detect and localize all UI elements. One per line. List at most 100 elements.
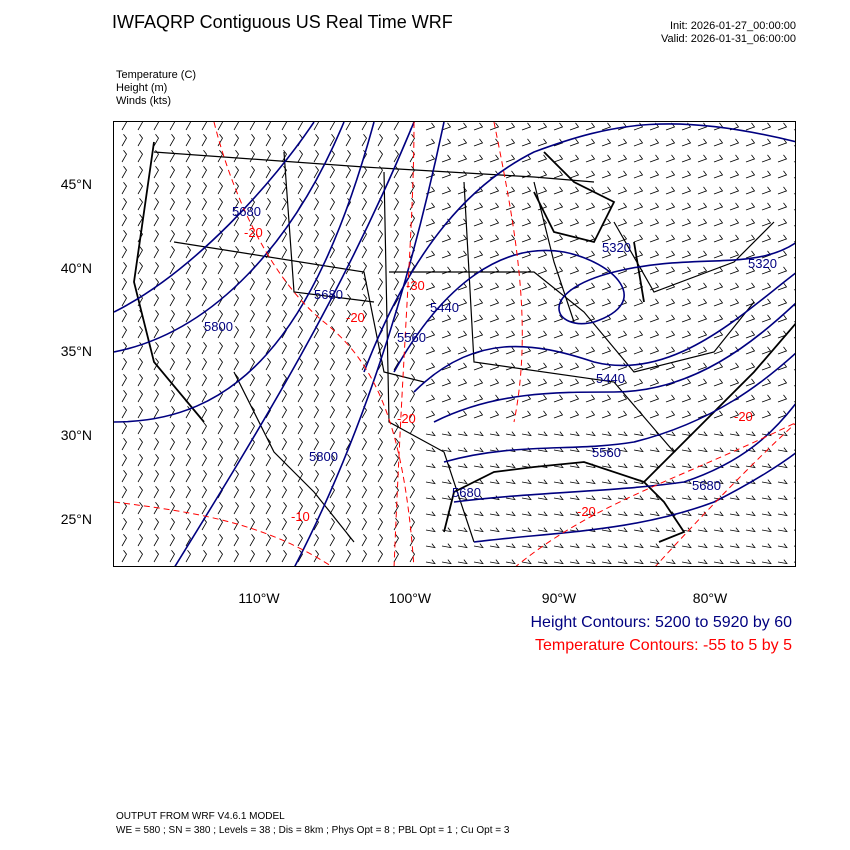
temperature-label: -20 (577, 504, 596, 519)
wind-barb (201, 122, 207, 131)
wind-barb (409, 229, 415, 243)
wind-barb (505, 330, 516, 339)
wind-barb (217, 261, 223, 275)
wind-barb (793, 145, 795, 147)
wind-barb (345, 357, 351, 371)
wind-barb (265, 293, 271, 307)
wind-barb (121, 405, 127, 419)
wind-barb (121, 309, 127, 323)
wind-barb (681, 250, 692, 259)
wind-barb (681, 378, 692, 387)
wind-barb (313, 165, 319, 179)
wind-barb (585, 282, 596, 291)
wind-barb (121, 277, 127, 291)
wind-barb (185, 133, 191, 147)
wind-barb (649, 250, 660, 259)
wind-barb (329, 389, 335, 403)
wind-barb (777, 362, 788, 371)
wind-barb (457, 378, 468, 387)
wind-barb (649, 362, 660, 371)
wind-barb (377, 133, 383, 147)
wind-barb (185, 373, 191, 387)
wind-barb (217, 197, 223, 211)
wind-barb (697, 122, 708, 131)
wind-barb (617, 138, 628, 147)
wind-barb (153, 357, 159, 371)
wind-barb (361, 181, 367, 195)
wind-barb (601, 186, 612, 195)
wind-barb (169, 533, 175, 547)
wind-barb (793, 449, 795, 451)
wind-barb (537, 250, 548, 259)
wind-barb (425, 479, 436, 485)
wind-barb (313, 485, 319, 499)
wind-barb (281, 165, 287, 179)
wind-barb (329, 229, 335, 243)
wind-barb (185, 293, 191, 307)
wind-barb (345, 549, 351, 563)
wind-barb (121, 133, 127, 147)
wind-barb (713, 543, 724, 549)
wind-barb (313, 501, 319, 515)
wind-barb (185, 405, 191, 419)
wind-barb (137, 437, 143, 451)
wind-barb (521, 202, 532, 211)
wind-barb (329, 133, 335, 147)
wind-barb (137, 325, 143, 339)
model-info: OUTPUT FROM WRF V4.6.1 MODEL (116, 811, 285, 822)
wind-barb (201, 165, 207, 179)
wind-barb (473, 410, 484, 419)
wind-barb (377, 261, 383, 275)
wind-barb (249, 453, 255, 467)
wind-barb (617, 447, 628, 453)
wind-barb (585, 543, 596, 549)
wind-barb (409, 277, 415, 291)
wind-barb (169, 213, 175, 227)
wind-barb (697, 314, 708, 323)
wind-barb (761, 479, 772, 485)
wind-barb (265, 122, 271, 131)
wind-barb (761, 543, 772, 549)
wind-barb (761, 138, 772, 147)
wind-barb (329, 341, 335, 355)
wind-barb (601, 559, 612, 565)
wind-barb (681, 394, 692, 403)
wind-barb (649, 186, 660, 195)
wind-barb (393, 122, 399, 131)
wind-barb (169, 149, 175, 163)
wind-barb (777, 527, 788, 533)
wind-barb (425, 202, 436, 211)
wind-barb (569, 122, 580, 131)
wind-barb (585, 138, 596, 147)
wind-barb (553, 479, 564, 485)
wind-barb (441, 250, 452, 259)
wind-barb (793, 337, 795, 339)
wind-barb (249, 229, 255, 243)
wind-barb (281, 485, 287, 499)
wind-barb (521, 559, 532, 565)
wind-barb (425, 495, 436, 501)
wind-barb (681, 282, 692, 291)
wind-barb (729, 138, 740, 147)
wind-barb (233, 453, 239, 467)
wind-barb (217, 501, 223, 515)
wind-barb (777, 431, 788, 437)
wind-barb (185, 277, 191, 291)
wind-barb (649, 479, 660, 485)
wind-barb (745, 218, 756, 227)
wind-barb (553, 202, 564, 211)
height-label: 5560 (592, 445, 621, 460)
wind-barb (793, 513, 795, 515)
wind-barb (649, 559, 660, 565)
wind-barb (473, 330, 484, 339)
wind-barb (361, 421, 367, 435)
wind-barb (361, 389, 367, 403)
wind-barb (409, 405, 415, 419)
wind-barb (761, 234, 772, 243)
wind-barb (617, 479, 628, 485)
wind-barb (329, 437, 335, 451)
wind-barb (617, 170, 628, 179)
wind-barb (489, 431, 500, 437)
wind-barb (217, 229, 223, 243)
